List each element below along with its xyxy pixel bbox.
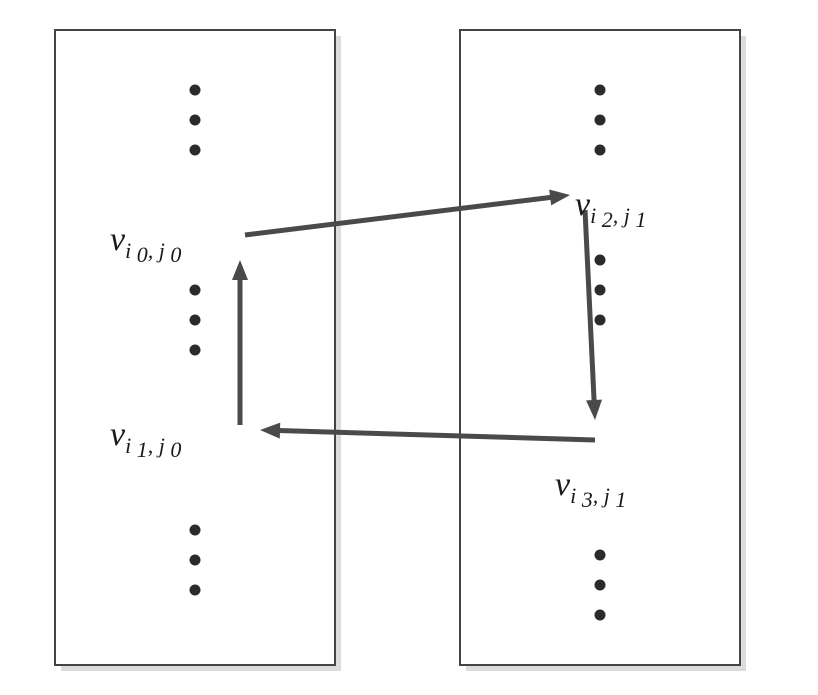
ellipsis-dot [595, 255, 606, 266]
ellipsis-dot [190, 345, 201, 356]
ellipsis-dot [595, 550, 606, 561]
ellipsis-dot [190, 115, 201, 126]
ellipsis-dot [190, 315, 201, 326]
ellipsis-dot [190, 585, 201, 596]
ellipsis-dot [190, 145, 201, 156]
ellipsis-dot [595, 580, 606, 591]
ellipsis-dot [595, 285, 606, 296]
ellipsis-dot [595, 85, 606, 96]
ellipsis-dot [595, 115, 606, 126]
ellipsis-dot [595, 315, 606, 326]
ellipsis-dot [190, 525, 201, 536]
ellipsis-dot [190, 555, 201, 566]
ellipsis-dot [595, 145, 606, 156]
ellipsis-dot [595, 610, 606, 621]
ellipsis-dot [190, 285, 201, 296]
ellipsis-dot [190, 85, 201, 96]
